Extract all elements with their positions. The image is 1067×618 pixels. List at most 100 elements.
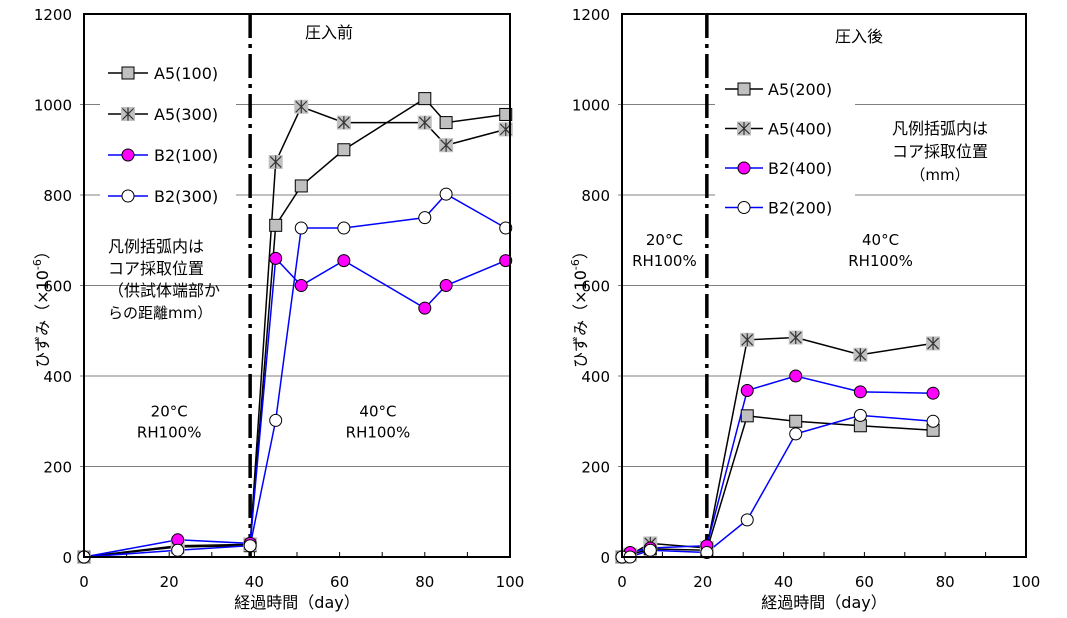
star-marker-glyph: [295, 100, 308, 114]
star-marker-glyph: [738, 122, 750, 135]
data-point: [853, 385, 867, 399]
legend-item: B2(200): [725, 199, 832, 218]
star-marker-glyph: [337, 116, 350, 130]
data-point: [418, 92, 432, 106]
data-point: [439, 138, 454, 153]
y-tick-label: 1200: [572, 6, 610, 24]
legend-marker: [121, 148, 135, 162]
chart-title: 圧入後: [835, 27, 883, 46]
data-point: [788, 330, 803, 345]
legend-item: B2(300): [108, 187, 218, 206]
legend-item: B2(100): [108, 146, 218, 165]
x-tick-label: 20: [160, 573, 179, 591]
y-axis-label-close: ）: [33, 243, 52, 259]
plot-frame: [83, 13, 511, 558]
y-axis-label: ひずみ（×10-6）: [31, 243, 52, 368]
legend-label: A5(300): [154, 105, 218, 124]
x-tick-label: 0: [617, 573, 627, 591]
legend-label: A5(400): [768, 120, 832, 139]
series-a5200: [621, 415, 934, 558]
legend-background: [715, 71, 855, 221]
data-point: [269, 413, 283, 427]
x-tick-label: 80: [936, 573, 955, 591]
legend-marker: [121, 66, 135, 80]
data-point: [337, 143, 351, 157]
chart-title: 圧入前: [305, 23, 353, 42]
x-tick-label: 60: [855, 573, 874, 591]
legend-label: A5(100): [154, 64, 218, 83]
series-b2200: [622, 414, 934, 558]
y-tick-label: 200: [581, 459, 610, 477]
series-markers-b2300: [77, 187, 513, 564]
legend-marker: [121, 107, 135, 121]
chart-after-injection: 0 200 400 600 800 1000 1200 0 20 40 60 80 100 A5(200)…: [569, 6, 1040, 612]
x-axis-label: 経過時間（day）: [234, 593, 359, 612]
star-marker-glyph: [927, 336, 940, 350]
x-tick-label: 60: [330, 573, 349, 591]
data-point: [294, 179, 308, 193]
data-point: [336, 115, 351, 130]
legend-note: 凡例括弧内は: [892, 119, 988, 138]
legend-item: A5(400): [725, 120, 832, 139]
x-tick-label: 40: [245, 573, 264, 591]
data-point: [740, 332, 755, 347]
legend-item: A5(300): [108, 105, 218, 124]
y-tick-label: 400: [581, 368, 610, 386]
x-tick-label: 20: [693, 573, 712, 591]
data-point: [643, 543, 657, 557]
y-tick-label: 600: [43, 278, 72, 296]
region-humidity: RH100%: [848, 252, 913, 270]
data-point: [171, 543, 185, 557]
data-point: [294, 99, 309, 114]
star-marker-glyph: [269, 155, 282, 169]
y-tick-label: 0: [600, 549, 610, 567]
data-point: [499, 107, 513, 121]
legend-item: A5(100): [108, 64, 218, 83]
data-point: [337, 254, 351, 268]
data-point: [700, 545, 714, 559]
series-line: [622, 414, 934, 558]
legend-background: [100, 55, 236, 215]
legend-note: （mm）: [910, 166, 969, 184]
x-tick-label: 100: [1012, 573, 1041, 591]
y-axis-label-exponent: -6: [31, 259, 44, 270]
chart-before-injection: 0 200 400 600 800 1000 1200 0 20 40 60 80 100 A5(100)…: [31, 6, 524, 612]
data-point: [926, 386, 940, 400]
legend-item: B2(400): [725, 159, 832, 178]
data-point: [740, 513, 754, 527]
data-point: [853, 408, 867, 422]
data-point: [439, 187, 453, 201]
x-tick-label: 40: [774, 573, 793, 591]
data-point: [789, 369, 803, 383]
y-tick-label: 400: [43, 368, 72, 386]
data-point: [853, 347, 868, 362]
star-marker-glyph: [440, 138, 453, 152]
region-temp: 20°C: [151, 403, 188, 421]
data-point: [243, 539, 257, 553]
data-point: [740, 383, 754, 397]
y-axis-label: ひずみ（×10-6）: [569, 243, 590, 368]
series-markers-a5400: [615, 330, 941, 564]
series-line: [621, 336, 934, 558]
star-marker-glyph: [741, 333, 754, 347]
y-tick-label: 1000: [34, 97, 72, 115]
y-axis-label-main: ひずみ（×10: [33, 270, 52, 368]
data-point: [269, 251, 283, 265]
data-point: [294, 279, 308, 292]
y-axis-label-close: ）: [571, 243, 590, 259]
x-tick-label: 100: [496, 573, 525, 591]
legend-marker: [737, 82, 751, 96]
data-point: [294, 221, 308, 235]
star-marker-glyph: [789, 331, 802, 345]
data-point: [337, 221, 351, 235]
legend-note: コア採取位置: [892, 142, 988, 161]
region-humidity: RH100%: [137, 424, 202, 442]
legend-note: らの距離mm）: [108, 304, 212, 322]
data-point: [926, 336, 941, 351]
legend-label: A5(200): [768, 80, 832, 99]
data-point: [268, 154, 283, 169]
region-temp: 40°C: [359, 403, 396, 421]
data-point: [418, 301, 432, 315]
legend-label: B2(300): [154, 187, 218, 206]
